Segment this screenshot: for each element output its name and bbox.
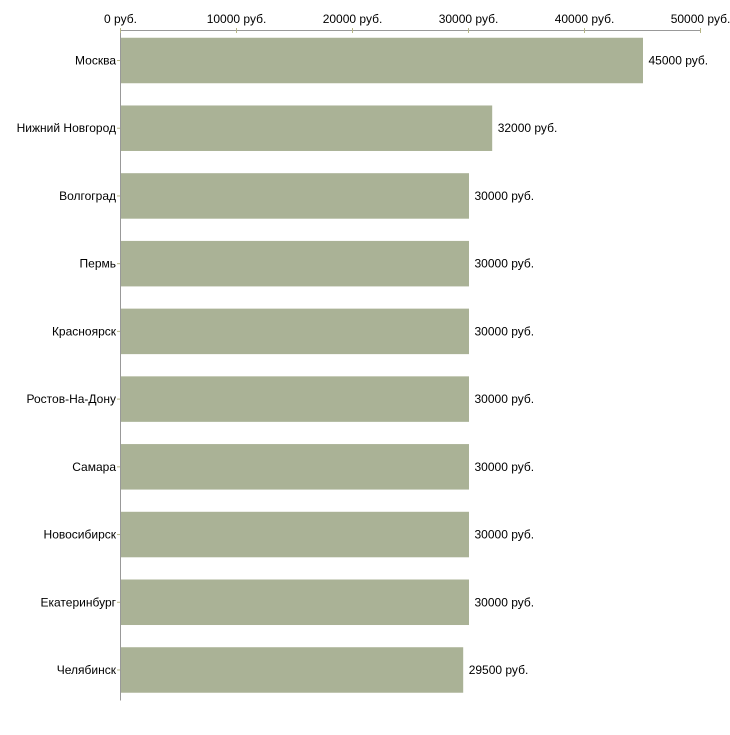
svg-text:Нижний Новгород: Нижний Новгород <box>17 121 116 135</box>
svg-text:Волгоград: Волгоград <box>59 189 116 203</box>
svg-text:30000 руб.: 30000 руб. <box>475 460 535 474</box>
svg-text:30000 руб.: 30000 руб. <box>475 324 535 338</box>
svg-text:20000 руб.: 20000 руб. <box>323 12 383 26</box>
svg-text:30000 руб.: 30000 руб. <box>475 257 535 271</box>
svg-text:40000 руб.: 40000 руб. <box>555 12 615 26</box>
svg-text:29500 руб.: 29500 руб. <box>469 663 529 677</box>
svg-text:30000 руб.: 30000 руб. <box>439 12 499 26</box>
svg-text:Красноярск: Красноярск <box>52 324 117 338</box>
svg-text:Пермь: Пермь <box>80 257 116 271</box>
svg-text:Новосибирск: Новосибирск <box>44 528 117 542</box>
svg-text:30000 руб.: 30000 руб. <box>475 528 535 542</box>
svg-text:30000 руб.: 30000 руб. <box>475 595 535 609</box>
svg-text:Самара: Самара <box>72 460 116 474</box>
svg-text:Екатеринбург: Екатеринбург <box>41 595 117 609</box>
svg-text:45000 руб.: 45000 руб. <box>649 54 709 68</box>
svg-text:Ростов-На-Дону: Ростов-На-Дону <box>27 392 116 406</box>
svg-text:50000 руб.: 50000 руб. <box>671 12 730 26</box>
svg-text:32000 руб.: 32000 руб. <box>498 121 558 135</box>
svg-text:10000 руб.: 10000 руб. <box>207 12 267 26</box>
svg-text:30000 руб.: 30000 руб. <box>475 392 535 406</box>
svg-text:30000 руб.: 30000 руб. <box>475 189 535 203</box>
svg-text:0 руб.: 0 руб. <box>104 12 137 26</box>
svg-text:Москва: Москва <box>75 54 116 68</box>
svg-text:Челябинск: Челябинск <box>57 663 117 677</box>
